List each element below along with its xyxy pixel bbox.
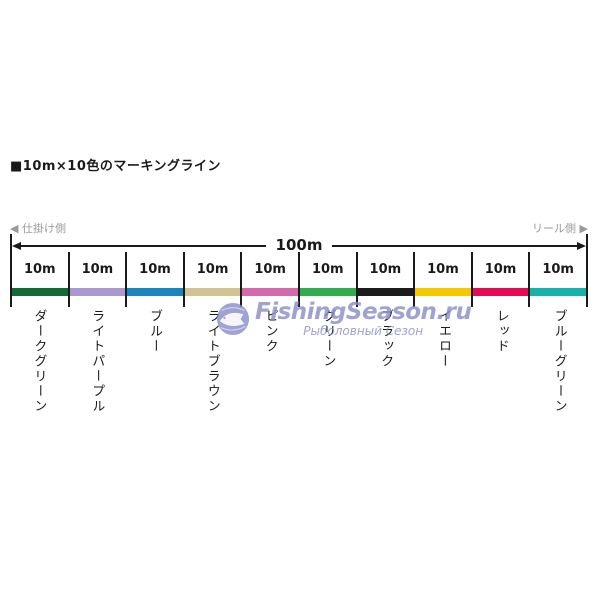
segment-color-name: ブラック [378,309,394,369]
segment-color-bar [472,288,529,296]
line-segment: 10m [297,252,356,307]
arrowhead-right-icon [577,241,587,250]
total-length-label: 100m [275,236,323,254]
segment-color-name-cell: ダークグリーン [10,309,68,439]
segment-color-name-cell: イエロー [415,309,473,439]
segment-length-label: 10m [254,262,286,277]
segment-color-bar [69,288,126,296]
line-segment: 10m [470,252,529,307]
segment-color-name-cell: レッド [472,309,530,439]
line-segment: 10m [355,252,414,307]
segment-length-label: 10m [311,262,344,277]
segment-color-name: ブルー [146,309,162,354]
segment-length-label: 10m [427,262,459,277]
segment-length-label: 10m [196,262,229,277]
line-segment: 10m [67,252,126,307]
segment-color-bar [242,288,298,296]
segment-color-name-cell: ライトブラウン [183,309,241,439]
arrow-line-right [332,244,578,247]
segment-color-name-cell: グリーン [299,309,357,439]
segment-color-name-cell: ピンク [241,309,299,439]
segment-length-label: 10m [81,262,114,277]
segment-color-name: イエロー [435,309,451,369]
segment-color-bar [415,288,471,296]
segment-color-name-cell: ブルー [126,309,184,439]
segment-color-name: レッド [493,309,509,354]
segment-color-bar [530,288,586,296]
segment-color-name-cell: ライトパープル [68,309,126,439]
segment-length-label: 10m [139,262,171,277]
segment-color-bar [12,288,68,296]
segment-color-bar [357,288,414,296]
side-labels-row: ◀ 仕掛け側 リール側 ▶ [10,220,588,236]
segment-length-label: 10m [23,262,56,277]
segment-color-bar [127,288,183,296]
line-segment: 10m [12,252,68,307]
segment-length-label: 10m [542,262,574,277]
line-segment: 10m [240,252,298,307]
arrowhead-left-icon [12,241,21,250]
segment-color-name: ライトパープル [89,309,105,414]
reel-side-label: リール側 ▶ [532,222,588,235]
segment-color-name-cell: ブルーグリーン [530,309,588,439]
segment-color-name: ピンク [262,309,278,354]
right-end-tick [586,234,588,254]
page-title: ■10m×10色のマーキングライン [10,159,222,174]
line-segment: 10m [413,252,471,307]
segment-length-label: 10m [484,262,517,277]
color-name-row: ダークグリーン ライトパープル ブルー ライトブラウン ピンク グリーン ブラッ… [10,309,588,439]
tackle-side-label: ◀ 仕掛け側 [10,222,66,235]
segment-color-bar [299,288,356,296]
segment-color-name-cell: ブラック [357,309,415,439]
line-segment: 10m [125,252,183,307]
segment-color-bar [184,288,241,296]
segment-color-name: ライトブラウン [204,309,220,414]
segment-color-name: ダークグリーン [31,309,47,414]
segment-length-label: 10m [369,262,402,277]
marking-line-diagram: ◀ 仕掛け側 リール側 ▶ 100m 10m 10m 10m 10m 10m [10,220,588,439]
left-end-tick [10,234,12,254]
segments-strip: 10m 10m 10m 10m 10m 10m 10m 10m 10m 10m [10,252,588,307]
line-segment: 10m [528,252,586,307]
arrow-line-left [21,244,266,247]
segment-color-name: グリーン [320,309,336,369]
total-length-arrow: 100m [10,234,588,254]
line-segment: 10m [182,252,241,307]
segment-color-name: ブルーグリーン [551,309,567,414]
